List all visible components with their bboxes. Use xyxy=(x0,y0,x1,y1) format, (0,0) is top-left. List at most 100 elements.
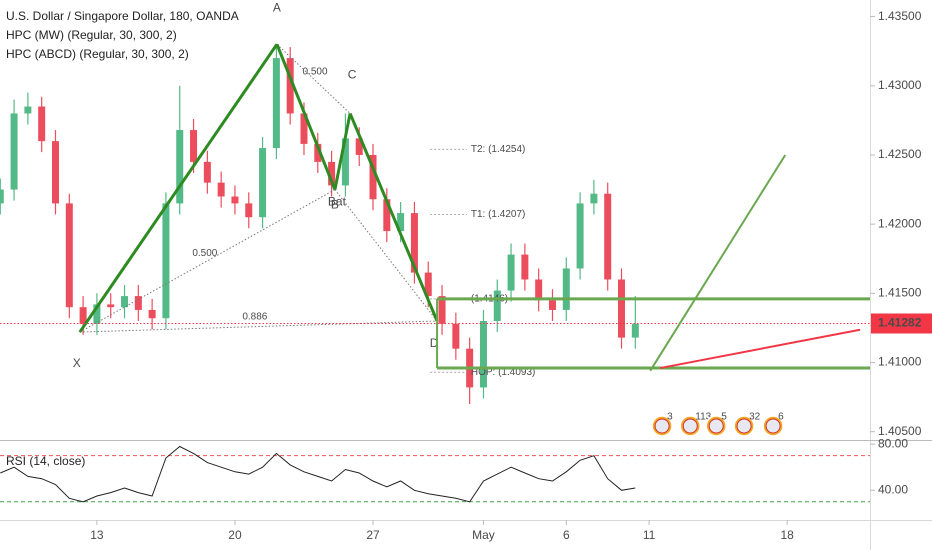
x-tick-label: 13 xyxy=(90,528,104,542)
pattern-ratio-line xyxy=(79,320,438,333)
y-tick-label: 80.00 xyxy=(878,436,908,450)
y-tick-label: 1.40500 xyxy=(878,424,922,438)
candle-body xyxy=(176,130,184,204)
candle-body xyxy=(355,138,363,155)
candle-body xyxy=(300,113,308,144)
event-count: 3 xyxy=(667,412,673,423)
candle-body xyxy=(618,279,626,338)
candle-body xyxy=(10,113,18,190)
chart-title: U.S. Dollar / Singapore Dollar, 180, OAN… xyxy=(6,9,239,23)
pattern-ratio-label: 0.500 xyxy=(192,248,217,259)
candle-body xyxy=(576,203,584,269)
y-tick-label: 1.42500 xyxy=(878,147,922,161)
event-flag xyxy=(708,418,724,434)
candle-body xyxy=(51,141,59,204)
candle-body xyxy=(397,213,405,232)
candle-body xyxy=(79,307,87,324)
candle-body xyxy=(521,254,529,280)
x-tick-label: 27 xyxy=(366,528,380,542)
candle-body xyxy=(479,321,487,388)
candle-body xyxy=(272,58,280,149)
y-tick-label: 1.43000 xyxy=(878,78,922,92)
candle-body xyxy=(286,58,294,114)
candle-body xyxy=(314,143,322,162)
event-flag xyxy=(765,418,781,434)
x-tick-label: 20 xyxy=(228,528,242,542)
last-price-tag xyxy=(871,313,932,334)
candle-body xyxy=(24,106,32,114)
target-label: T1: (1.4207) xyxy=(471,209,525,220)
event-count: 32 xyxy=(749,412,761,423)
x-tick-label: May xyxy=(472,528,495,542)
pattern-leg xyxy=(333,113,352,190)
candle-body xyxy=(604,193,612,280)
x-tick-label: 18 xyxy=(780,528,794,542)
candle-body xyxy=(493,290,501,322)
pattern-point-label: B xyxy=(331,198,339,212)
candle-body xyxy=(162,203,170,319)
candle-body xyxy=(341,138,349,186)
projection-line xyxy=(649,154,787,372)
candle-body xyxy=(438,296,446,324)
candle-body xyxy=(424,272,432,297)
candle-body xyxy=(203,161,211,183)
indicator-label: HPC (MW) (Regular, 30, 300, 2) xyxy=(6,28,177,42)
pattern-ratio-line xyxy=(276,43,351,114)
pattern-leg xyxy=(348,112,439,322)
pattern-point-label: D xyxy=(430,336,439,350)
candle-body xyxy=(452,323,460,349)
candle-body xyxy=(217,182,225,197)
candle-body xyxy=(245,203,253,218)
candle-body xyxy=(328,161,336,186)
candle-body xyxy=(0,189,4,204)
candle-body xyxy=(190,130,198,162)
pattern-ratio-label: 0.500 xyxy=(303,67,328,78)
y-tick-label: 40.00 xyxy=(878,482,908,496)
candle-body xyxy=(369,154,377,200)
candle-body xyxy=(259,148,267,218)
pattern-leg xyxy=(275,43,337,191)
y-tick-label: 1.41000 xyxy=(878,355,922,369)
rsi-line xyxy=(0,445,636,503)
event-count: 6 xyxy=(778,412,784,423)
candle-body xyxy=(383,199,391,232)
y-tick-label: 1.41500 xyxy=(878,286,922,300)
candle-body xyxy=(535,279,543,301)
indicator-title: RSI (14, close) xyxy=(6,454,85,468)
x-tick-label: 6 xyxy=(563,528,570,542)
candle-body xyxy=(562,268,570,310)
y-tick-label: 1.43500 xyxy=(878,9,922,23)
y-tick-label: 1.42000 xyxy=(878,216,922,230)
candle-body xyxy=(590,193,598,204)
pattern-leg xyxy=(78,43,279,333)
pattern-ratio-label: 0.886 xyxy=(242,311,267,322)
candle-body xyxy=(121,296,129,308)
candle-body xyxy=(507,254,515,291)
target-label: T2: (1.4254) xyxy=(471,144,525,155)
pattern-point-label: C xyxy=(348,68,357,82)
x-tick-label: 11 xyxy=(643,528,656,542)
candle-body xyxy=(65,203,73,308)
event-count: 5 xyxy=(721,412,727,423)
candles xyxy=(0,44,639,405)
last-price-label: 1.41282 xyxy=(878,316,922,330)
event-count: 113 xyxy=(695,412,711,423)
candle-body xyxy=(38,106,46,142)
candle-body xyxy=(93,304,101,324)
target-label: HOP: (1.4093) xyxy=(471,367,535,378)
candle-body xyxy=(548,300,556,310)
event-flag xyxy=(736,418,752,434)
pattern-name: Bat xyxy=(328,195,347,209)
candle-body xyxy=(231,196,239,204)
event-flag xyxy=(654,418,670,434)
event-flag xyxy=(682,418,698,434)
candle-body xyxy=(410,213,418,273)
projection-line xyxy=(659,328,861,370)
candle-body xyxy=(107,304,115,308)
candle-body xyxy=(134,296,142,310)
pattern-point-label: A xyxy=(273,0,281,14)
candle-body xyxy=(631,323,639,338)
